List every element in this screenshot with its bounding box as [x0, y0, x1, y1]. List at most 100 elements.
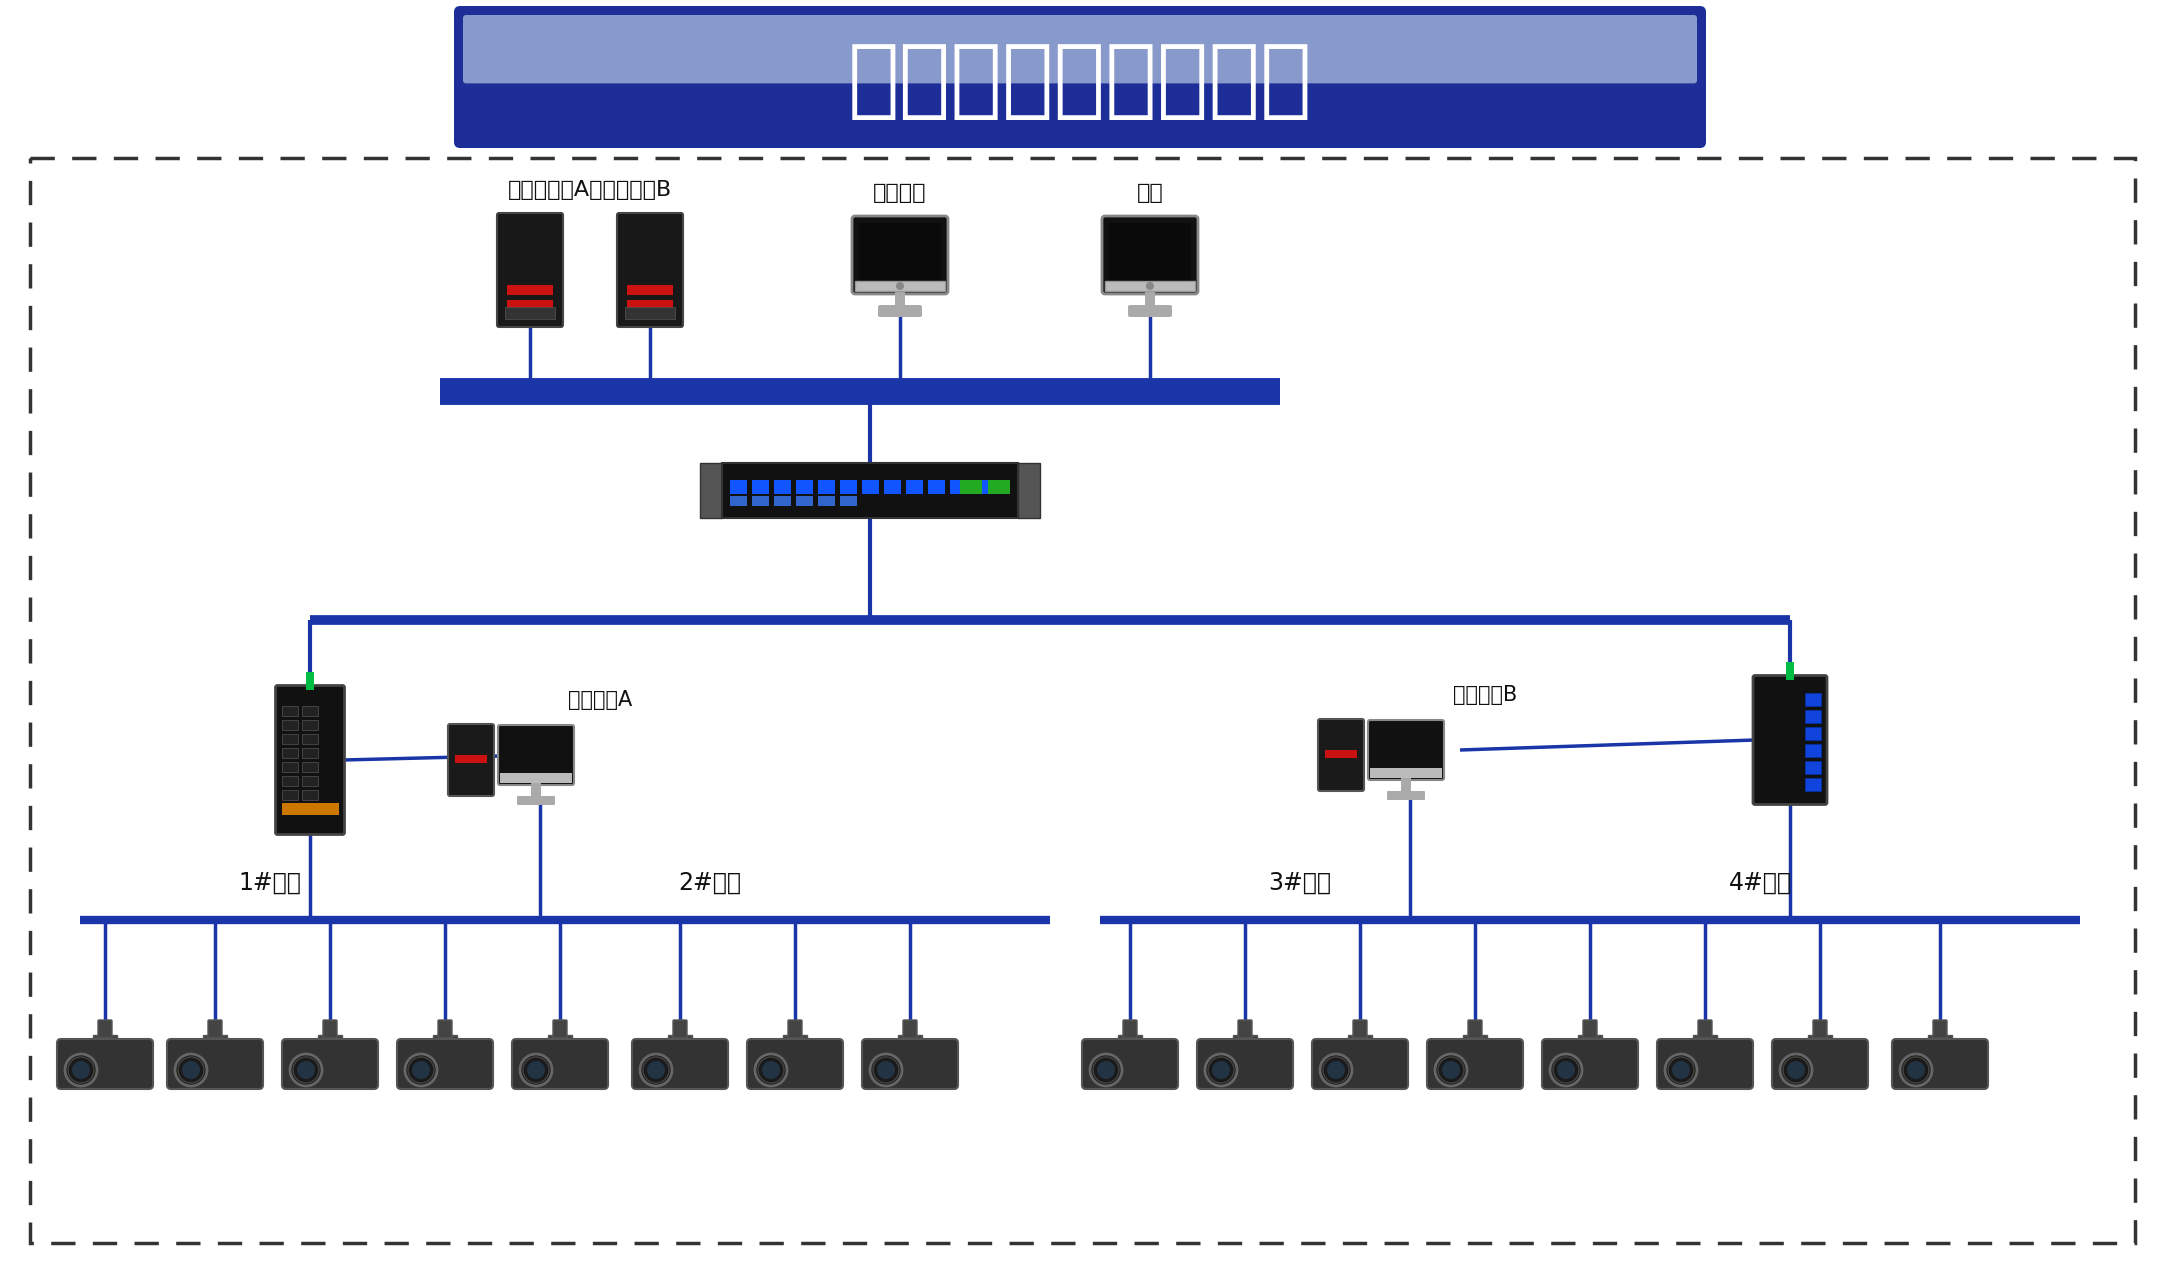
- Bar: [949, 480, 966, 494]
- FancyBboxPatch shape: [1352, 1020, 1367, 1038]
- Bar: [1805, 760, 1820, 773]
- Bar: [301, 776, 319, 786]
- Circle shape: [763, 1061, 780, 1079]
- Text: 监控主机: 监控主机: [873, 183, 927, 203]
- Circle shape: [1435, 1054, 1467, 1086]
- Circle shape: [182, 1061, 199, 1079]
- Bar: [752, 496, 769, 506]
- Circle shape: [869, 1054, 901, 1086]
- Bar: [730, 496, 748, 506]
- FancyBboxPatch shape: [1699, 1020, 1712, 1038]
- Bar: [1805, 710, 1820, 723]
- Bar: [624, 306, 674, 319]
- Bar: [817, 496, 834, 506]
- Bar: [988, 480, 1010, 494]
- Bar: [531, 783, 542, 799]
- Bar: [774, 496, 791, 506]
- FancyBboxPatch shape: [511, 1039, 609, 1090]
- Circle shape: [405, 1054, 438, 1086]
- Bar: [433, 1035, 457, 1047]
- Bar: [306, 672, 314, 690]
- Bar: [301, 748, 319, 758]
- FancyBboxPatch shape: [748, 1039, 843, 1090]
- Bar: [1463, 1035, 1487, 1047]
- Circle shape: [1146, 282, 1155, 290]
- Bar: [722, 463, 1018, 517]
- Bar: [626, 285, 674, 295]
- Text: 1#车间: 1#车间: [238, 871, 301, 895]
- Bar: [700, 463, 722, 517]
- Circle shape: [1907, 1061, 1924, 1079]
- FancyBboxPatch shape: [464, 15, 1697, 83]
- Bar: [1807, 1035, 1831, 1047]
- Bar: [795, 480, 813, 494]
- Circle shape: [520, 1054, 553, 1086]
- FancyBboxPatch shape: [208, 1020, 221, 1038]
- Bar: [884, 480, 901, 494]
- FancyBboxPatch shape: [518, 796, 555, 805]
- Bar: [301, 789, 319, 799]
- Circle shape: [1788, 1061, 1805, 1079]
- Bar: [960, 480, 982, 494]
- Circle shape: [1441, 1061, 1461, 1079]
- Circle shape: [1549, 1054, 1582, 1086]
- FancyBboxPatch shape: [789, 1020, 802, 1038]
- Bar: [301, 803, 319, 813]
- Bar: [501, 773, 572, 783]
- Bar: [1692, 1035, 1716, 1047]
- Circle shape: [1673, 1061, 1690, 1079]
- Bar: [301, 720, 319, 730]
- Bar: [1118, 1035, 1142, 1047]
- Circle shape: [297, 1061, 314, 1079]
- Text: 监控主机B: 监控主机B: [1452, 685, 1517, 705]
- FancyBboxPatch shape: [633, 1039, 728, 1090]
- FancyBboxPatch shape: [1237, 1020, 1253, 1038]
- Bar: [282, 789, 297, 799]
- Bar: [1578, 1035, 1601, 1047]
- FancyBboxPatch shape: [1658, 1039, 1753, 1090]
- Bar: [927, 480, 945, 494]
- Bar: [282, 734, 297, 744]
- Bar: [505, 306, 555, 319]
- FancyBboxPatch shape: [1933, 1020, 1946, 1038]
- FancyBboxPatch shape: [1081, 1039, 1179, 1090]
- Bar: [548, 1035, 572, 1047]
- FancyBboxPatch shape: [553, 1020, 568, 1038]
- Bar: [667, 1035, 691, 1047]
- Bar: [282, 803, 297, 813]
- FancyBboxPatch shape: [1311, 1039, 1409, 1090]
- Text: 备机: 备机: [1138, 183, 1164, 203]
- Bar: [319, 1035, 342, 1047]
- FancyBboxPatch shape: [618, 213, 683, 327]
- Circle shape: [176, 1054, 208, 1086]
- FancyBboxPatch shape: [438, 1020, 453, 1038]
- Circle shape: [1097, 1061, 1116, 1079]
- Circle shape: [1900, 1054, 1933, 1086]
- Bar: [301, 734, 319, 744]
- Circle shape: [1211, 1061, 1231, 1079]
- Circle shape: [895, 282, 904, 290]
- FancyBboxPatch shape: [1892, 1039, 1987, 1090]
- Bar: [841, 496, 856, 506]
- Text: 3#车间: 3#车间: [1268, 871, 1331, 895]
- Bar: [1805, 692, 1820, 705]
- FancyBboxPatch shape: [282, 1039, 377, 1090]
- Bar: [30, 158, 2134, 1243]
- FancyBboxPatch shape: [1773, 1039, 1868, 1090]
- Bar: [1110, 223, 1192, 285]
- Bar: [862, 480, 880, 494]
- Bar: [507, 285, 553, 295]
- FancyBboxPatch shape: [1196, 1039, 1294, 1090]
- FancyBboxPatch shape: [1753, 676, 1827, 805]
- FancyBboxPatch shape: [1318, 719, 1363, 791]
- Text: 存储服务器A存储服务器B: 存储服务器A存储服务器B: [507, 180, 672, 200]
- Bar: [282, 720, 297, 730]
- Bar: [774, 480, 791, 494]
- Circle shape: [412, 1061, 429, 1079]
- Circle shape: [1090, 1054, 1123, 1086]
- Bar: [455, 755, 488, 763]
- Bar: [1233, 1035, 1257, 1047]
- Circle shape: [648, 1061, 665, 1079]
- FancyBboxPatch shape: [323, 1020, 338, 1038]
- FancyBboxPatch shape: [1428, 1039, 1523, 1090]
